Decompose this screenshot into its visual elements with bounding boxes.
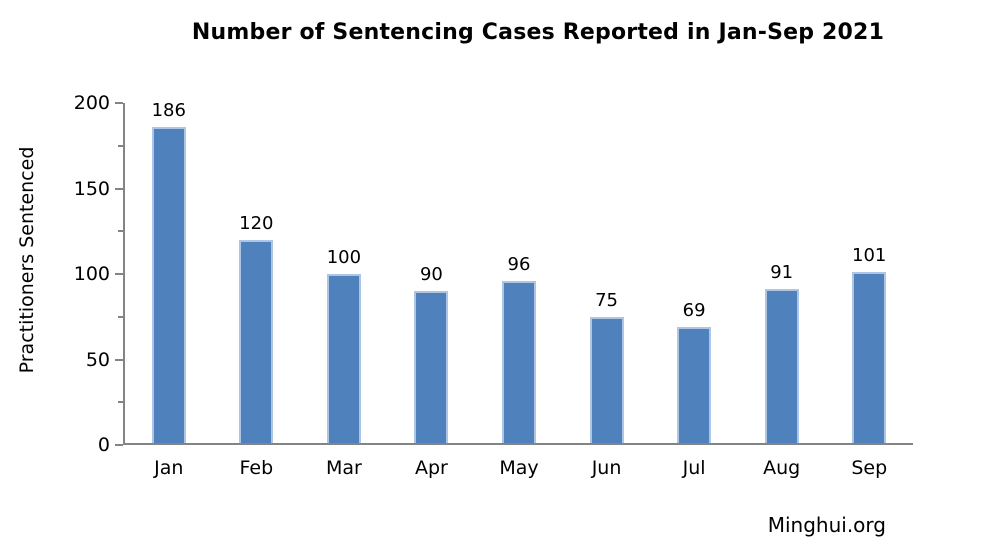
y-tick-labels: 0 50 100 150 200	[0, 0, 110, 560]
bar	[151, 127, 186, 445]
y-tick-label: 0	[97, 434, 110, 456]
y-tick-label: 150	[73, 177, 110, 200]
bar-value-label: 69	[682, 300, 706, 321]
x-tick-label: Jul	[682, 457, 706, 479]
x-tick-label: Jan	[154, 457, 184, 479]
x-tick-label: Apr	[415, 457, 448, 479]
bar-value-label: 100	[326, 247, 362, 268]
bar	[589, 317, 624, 445]
bar-value-label: 101	[852, 245, 887, 266]
x-tick-label: Sep	[851, 457, 888, 479]
y-minor-tick	[118, 144, 123, 147]
bar	[677, 327, 712, 445]
bar	[414, 291, 449, 445]
bar-value-label: 91	[770, 262, 794, 283]
x-tick-label: Mar	[325, 457, 362, 479]
y-major-tick	[115, 358, 123, 361]
chart-title: Number of Sentencing Cases Reported in J…	[191, 20, 885, 45]
bar-value-label: 75	[595, 290, 618, 311]
y-tick-label: 100	[73, 263, 110, 285]
x-tick-label: Aug	[763, 457, 801, 479]
y-minor-tick	[118, 315, 123, 318]
y-major-tick	[115, 187, 123, 190]
y-minor-tick	[118, 230, 123, 233]
bar	[852, 272, 887, 445]
bar-value-label: 186	[151, 100, 186, 121]
y-major-tick	[115, 102, 123, 104]
source-watermark: Minghui.org	[767, 513, 886, 537]
bar	[239, 240, 274, 445]
bar	[326, 274, 361, 445]
bar-value-label: 90	[419, 264, 443, 285]
x-axis-line	[125, 443, 913, 445]
x-tick-label: Feb	[239, 457, 274, 479]
bar	[502, 281, 536, 445]
bar	[764, 289, 799, 445]
y-axis-line	[123, 103, 125, 445]
bar-value-label: 120	[239, 213, 274, 234]
y-tick-label: 200	[73, 92, 110, 114]
y-minor-tick	[118, 401, 123, 404]
y-major-tick	[115, 273, 123, 275]
y-tick-label: 50	[85, 348, 110, 371]
bar-value-label: 96	[507, 254, 531, 275]
y-major-tick	[115, 444, 123, 446]
x-tick-labels: Jan Feb Mar Apr May Jun Jul Aug Sep	[125, 456, 913, 482]
x-tick-label: Jun	[591, 457, 622, 479]
plot-area: 186 120 100 90 96 75 69 91 101	[125, 100, 913, 445]
x-tick-label: May	[499, 457, 539, 479]
